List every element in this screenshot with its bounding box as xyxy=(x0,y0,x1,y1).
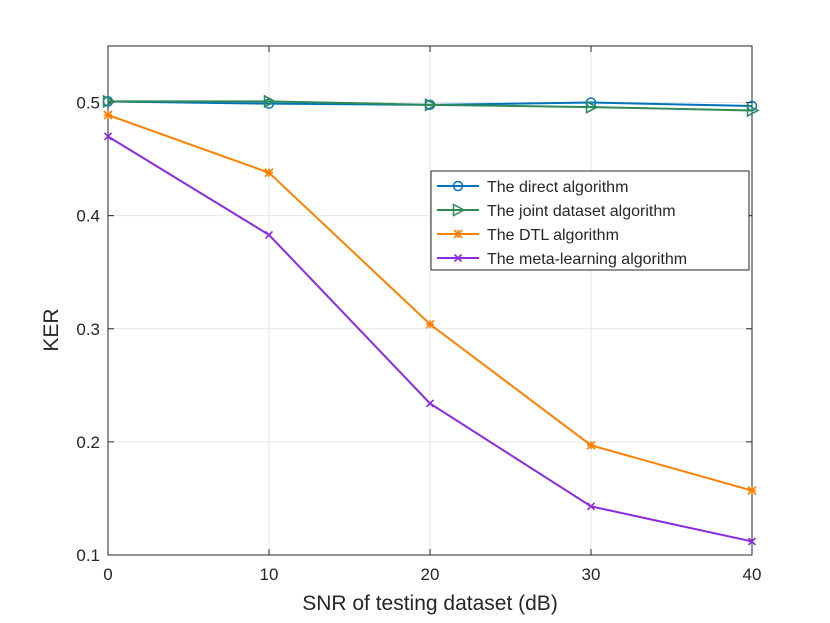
y-tick-label: 0.4 xyxy=(76,207,100,226)
y-tick-label: 0.3 xyxy=(76,320,100,339)
data-point xyxy=(103,132,113,141)
x-tick-label: 20 xyxy=(421,565,440,584)
data-point xyxy=(424,98,438,112)
data-point xyxy=(263,94,277,109)
data-point xyxy=(586,502,596,511)
data-point xyxy=(103,110,113,120)
legend-item: The meta-learning algorithm xyxy=(437,251,687,268)
legend-marker xyxy=(453,229,463,239)
axes xyxy=(107,45,753,556)
legend-label: The direct algorithm xyxy=(487,179,628,196)
data-point xyxy=(747,485,757,496)
tick-labels: 0 10 20 30 40 0.1 0.2 0.3 0.4 0.5 xyxy=(76,94,761,584)
data-point xyxy=(425,319,435,329)
legend-item: The direct algorithm xyxy=(437,179,628,196)
x-tick-label: 30 xyxy=(582,565,601,584)
y-tick-label: 0.2 xyxy=(76,433,100,452)
legend-marker xyxy=(453,253,463,263)
legend-box xyxy=(430,170,750,271)
legend-marker xyxy=(452,203,466,217)
data-point xyxy=(425,399,435,408)
legend-marker xyxy=(452,180,464,192)
data-point xyxy=(264,168,274,178)
data-point xyxy=(746,103,760,118)
series-4 xyxy=(103,132,757,546)
legend-item: The DTL algorithm xyxy=(437,227,619,244)
data-point xyxy=(586,440,596,450)
x-axis-label: SNR of testing dataset (dB) xyxy=(302,592,558,615)
legend-item: The joint dataset algorithm xyxy=(437,203,676,220)
y-tick-label: 0.5 xyxy=(76,94,100,113)
data-point xyxy=(585,100,599,114)
legend-label: The joint dataset algorithm xyxy=(487,203,676,220)
legend-label: The DTL algorithm xyxy=(487,227,619,244)
y-tick-label: 0.1 xyxy=(76,546,100,565)
data-point xyxy=(264,230,274,239)
legend: The direct algorithm The joint dataset al… xyxy=(430,170,750,271)
y-axis-label: KER xyxy=(40,308,63,351)
x-tick-label: 40 xyxy=(743,565,762,584)
legend-label: The meta-learning algorithm xyxy=(487,251,687,268)
x-tick-label: 0 xyxy=(103,565,112,584)
series-group xyxy=(102,94,760,546)
series-3 xyxy=(103,110,757,496)
data-point xyxy=(102,94,116,109)
series-2 xyxy=(102,94,760,118)
data-point xyxy=(747,537,757,546)
series-line xyxy=(108,100,753,112)
x-tick-label: 10 xyxy=(260,565,279,584)
